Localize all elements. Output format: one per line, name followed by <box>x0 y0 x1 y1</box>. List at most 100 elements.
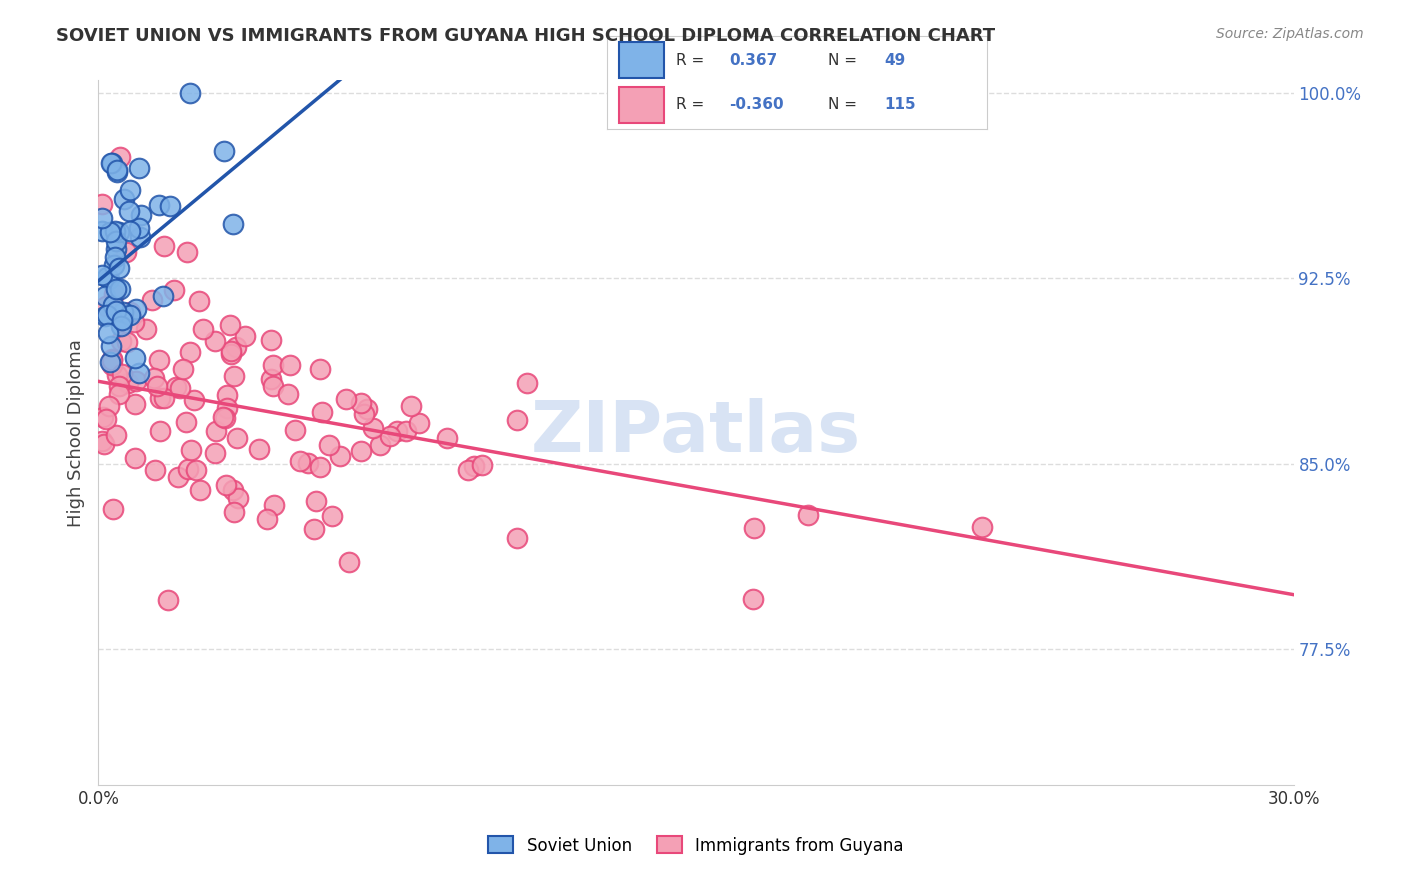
Soviet Union <box>120 308 142 322</box>
Immigrants from Guyana <box>153 239 176 253</box>
Soviet Union <box>103 258 125 272</box>
Immigrants from Guyana <box>204 334 226 349</box>
Soviet Union <box>120 183 142 197</box>
Immigrants from Guyana <box>172 362 194 376</box>
Immigrants from Guyana <box>108 386 131 401</box>
Immigrants from Guyana <box>288 454 311 468</box>
Soviet Union <box>104 250 127 264</box>
Soviet Union <box>128 221 150 235</box>
Soviet Union <box>100 338 122 352</box>
Immigrants from Guyana <box>163 283 186 297</box>
Immigrants from Guyana <box>104 428 127 442</box>
Text: N =: N = <box>828 53 856 68</box>
Soviet Union <box>128 161 150 176</box>
Soviet Union <box>91 211 114 226</box>
Soviet Union <box>105 163 128 178</box>
Soviet Union <box>118 224 141 238</box>
Immigrants from Guyana <box>249 442 271 456</box>
Immigrants from Guyana <box>305 494 328 508</box>
Immigrants from Guyana <box>117 334 139 349</box>
Immigrants from Guyana <box>221 483 243 497</box>
Immigrants from Guyana <box>214 410 236 425</box>
Immigrants from Guyana <box>110 150 132 164</box>
Text: 49: 49 <box>884 53 905 68</box>
Immigrants from Guyana <box>353 407 375 421</box>
Text: 0.367: 0.367 <box>728 53 778 68</box>
Soviet Union <box>112 192 135 206</box>
Immigrants from Guyana <box>436 431 458 445</box>
Soviet Union <box>110 318 132 333</box>
FancyBboxPatch shape <box>619 87 664 123</box>
Soviet Union <box>108 261 131 276</box>
Soviet Union <box>125 301 148 316</box>
Immigrants from Guyana <box>205 425 228 439</box>
Immigrants from Guyana <box>970 519 993 533</box>
Immigrants from Guyana <box>122 315 145 329</box>
Immigrants from Guyana <box>311 405 333 419</box>
Immigrants from Guyana <box>278 359 301 373</box>
Immigrants from Guyana <box>91 434 114 448</box>
Immigrants from Guyana <box>226 491 249 505</box>
Immigrants from Guyana <box>100 352 122 367</box>
Soviet Union <box>91 224 114 238</box>
Immigrants from Guyana <box>408 417 430 431</box>
Immigrants from Guyana <box>221 343 243 358</box>
Soviet Union <box>111 312 134 326</box>
Immigrants from Guyana <box>167 470 190 484</box>
Immigrants from Guyana <box>385 424 408 438</box>
Immigrants from Guyana <box>176 244 198 259</box>
Immigrants from Guyana <box>349 444 371 458</box>
Immigrants from Guyana <box>148 352 170 367</box>
Immigrants from Guyana <box>506 413 529 427</box>
Immigrants from Guyana <box>96 411 118 425</box>
Text: Source: ZipAtlas.com: Source: ZipAtlas.com <box>1216 27 1364 41</box>
Immigrants from Guyana <box>142 370 165 384</box>
Soviet Union <box>117 203 139 218</box>
Immigrants from Guyana <box>256 512 278 526</box>
Text: R =: R = <box>676 53 704 68</box>
Immigrants from Guyana <box>204 446 226 460</box>
Immigrants from Guyana <box>115 245 138 260</box>
Immigrants from Guyana <box>143 463 166 477</box>
Immigrants from Guyana <box>169 381 191 395</box>
Immigrants from Guyana <box>260 372 283 386</box>
Immigrants from Guyana <box>165 380 187 394</box>
Soviet Union <box>96 308 118 322</box>
Immigrants from Guyana <box>368 438 391 452</box>
Immigrants from Guyana <box>308 460 330 475</box>
Immigrants from Guyana <box>145 379 167 393</box>
Immigrants from Guyana <box>124 450 146 465</box>
Immigrants from Guyana <box>176 461 198 475</box>
Soviet Union <box>97 326 120 340</box>
Immigrants from Guyana <box>233 329 256 343</box>
Immigrants from Guyana <box>337 555 360 569</box>
Immigrants from Guyana <box>263 498 285 512</box>
Immigrants from Guyana <box>117 376 139 390</box>
Immigrants from Guyana <box>93 436 115 450</box>
Legend: Soviet Union, Immigrants from Guyana: Soviet Union, Immigrants from Guyana <box>482 830 910 861</box>
Immigrants from Guyana <box>378 429 401 443</box>
Immigrants from Guyana <box>124 374 146 388</box>
Immigrants from Guyana <box>91 409 114 424</box>
Immigrants from Guyana <box>260 333 283 347</box>
Immigrants from Guyana <box>318 438 340 452</box>
Immigrants from Guyana <box>356 401 378 416</box>
Immigrants from Guyana <box>157 592 180 607</box>
Soviet Union <box>124 351 146 366</box>
Immigrants from Guyana <box>105 368 128 382</box>
Immigrants from Guyana <box>141 293 163 307</box>
Immigrants from Guyana <box>110 334 132 348</box>
Immigrants from Guyana <box>262 379 284 393</box>
Soviet Union <box>152 289 174 303</box>
Immigrants from Guyana <box>190 483 212 498</box>
Soviet Union <box>104 224 127 238</box>
Immigrants from Guyana <box>399 399 422 413</box>
Immigrants from Guyana <box>215 388 238 402</box>
Soviet Union <box>108 282 131 296</box>
Immigrants from Guyana <box>111 367 134 381</box>
Soviet Union <box>93 309 115 323</box>
Soviet Union <box>129 230 152 244</box>
Immigrants from Guyana <box>180 443 202 458</box>
Soviet Union <box>91 268 114 282</box>
Soviet Union <box>98 355 121 369</box>
